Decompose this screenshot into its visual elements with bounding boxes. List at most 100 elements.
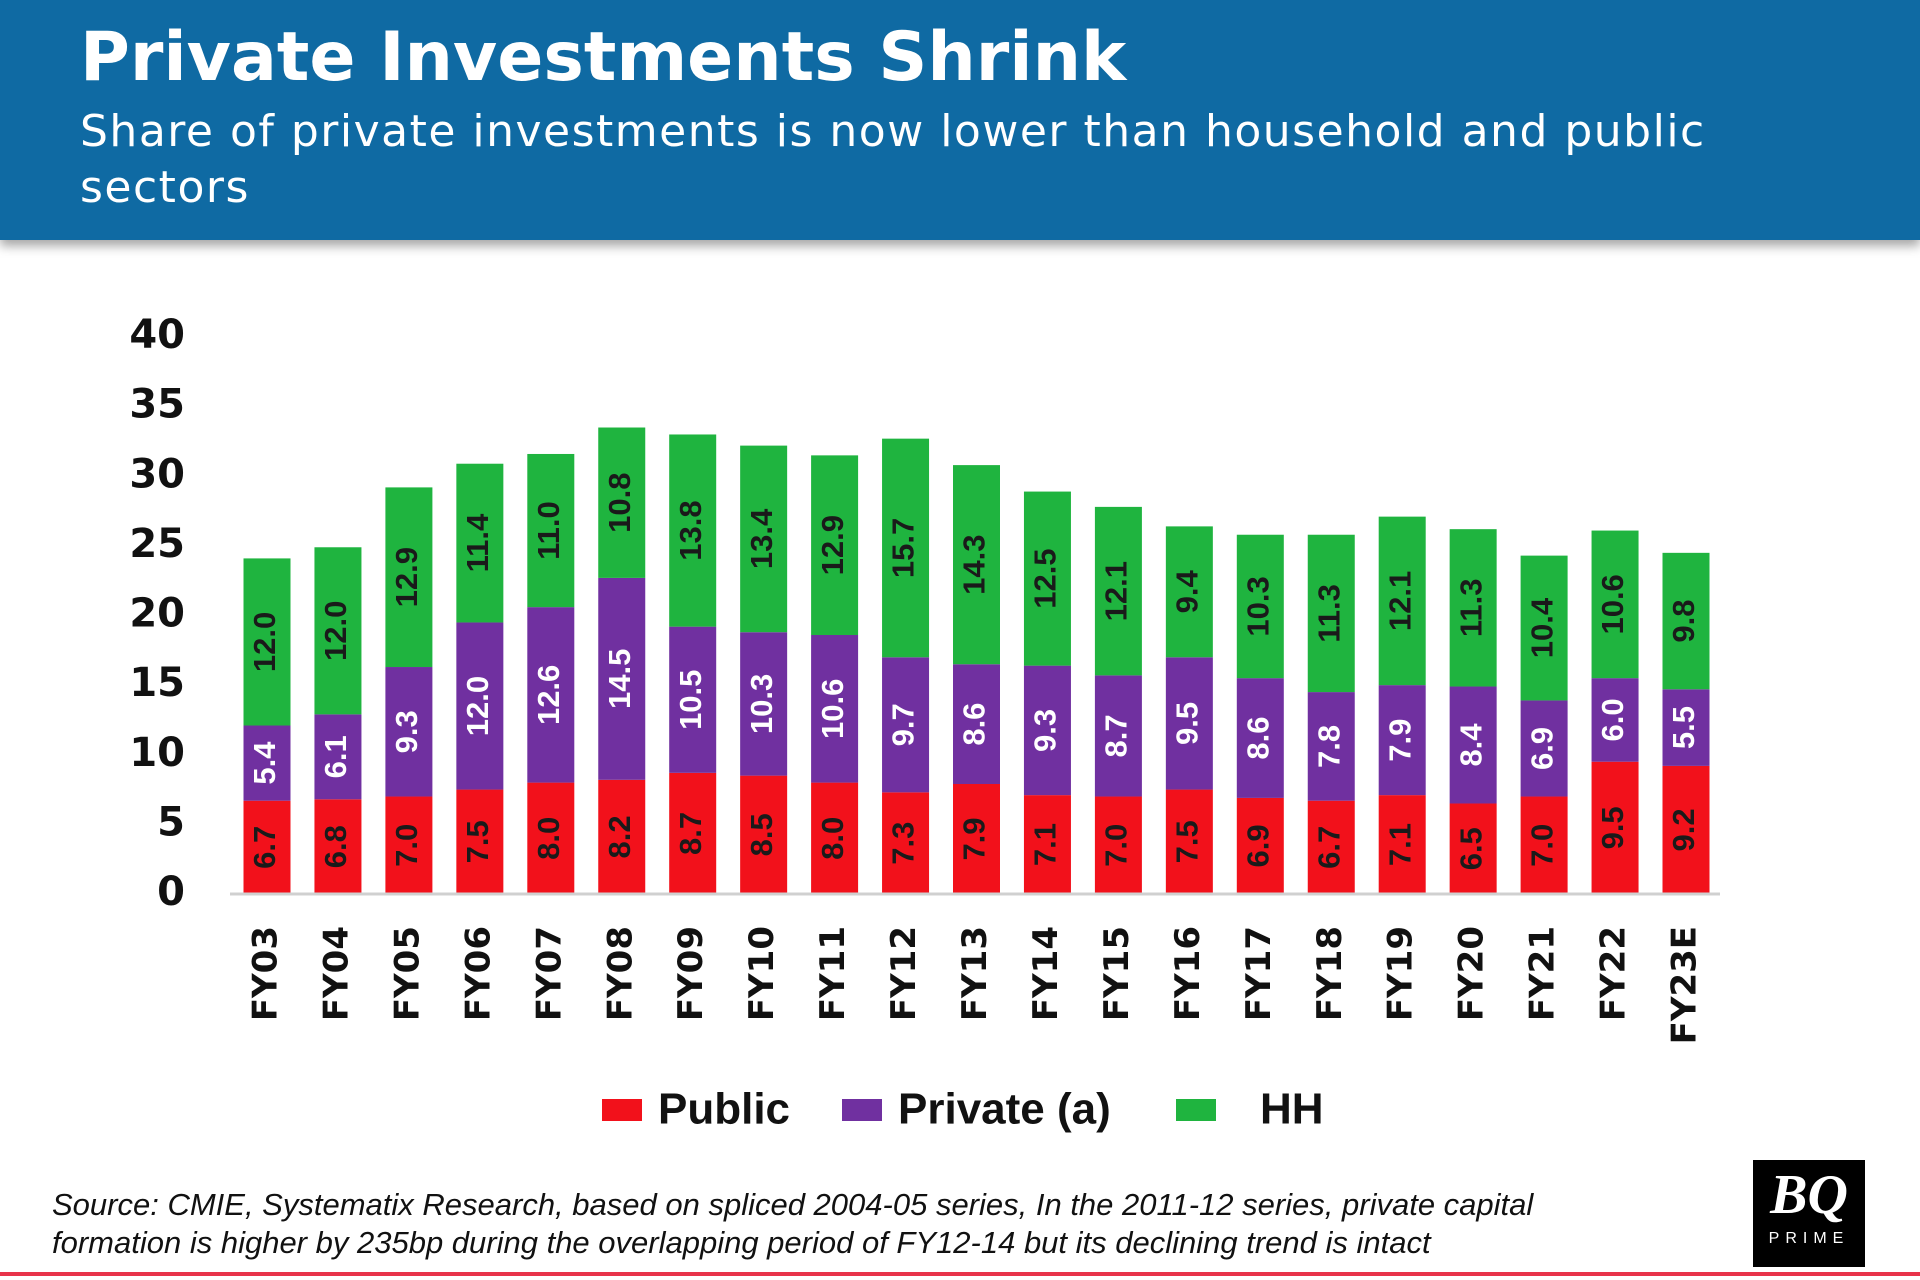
bar-segment (669, 626, 717, 773)
bar-segment (1449, 529, 1497, 687)
bar-segment (456, 622, 504, 790)
value-label: 14.5 (602, 649, 637, 709)
bar-segment (811, 782, 859, 894)
bar-segment (1520, 796, 1568, 894)
value-label: 10.3 (744, 674, 779, 734)
bar-segment (1662, 689, 1710, 766)
bar-segment (385, 487, 433, 668)
bar-segment (1591, 678, 1639, 762)
value-label: 10.8 (602, 473, 637, 533)
bar-segment (882, 792, 930, 894)
bar-segment (1662, 552, 1710, 690)
bar-segment (740, 632, 788, 776)
value-label: 13.4 (744, 508, 779, 569)
x-tick-label: FY21 (1523, 926, 1563, 1021)
bar-segment (1307, 800, 1355, 894)
x-tick-label: FY19 (1381, 926, 1421, 1021)
x-tick-label: FY07 (529, 926, 569, 1021)
bar-segment (456, 463, 504, 623)
legend-label: HH (1260, 1085, 1324, 1134)
bar-segment (1023, 665, 1071, 796)
bar-segment (314, 714, 362, 800)
bar-segment (1591, 761, 1639, 894)
bar-segment (953, 783, 1000, 894)
value-label: 7.5 (1170, 820, 1205, 863)
value-label: 7.9 (1382, 719, 1417, 762)
bar-segment (1094, 796, 1142, 894)
value-label: 12.1 (1382, 571, 1417, 631)
y-tick-label: 10 (129, 730, 185, 776)
chart: 0 5 10 15 20 25 30 35 40 6.7 5.4 12.0 FY03 6.8 6.1 12.0… (129, 312, 1720, 1134)
x-tick-label: FY17 (1239, 926, 1279, 1021)
value-label: 11.3 (1311, 584, 1346, 643)
chart-title: Private Investments Shrink (80, 18, 1127, 97)
value-label: 8.7 (1099, 714, 1134, 757)
value-label: 7.5 (460, 820, 495, 863)
x-tick-label: FY03 (246, 926, 286, 1021)
x-tick-label: FY04 (316, 926, 356, 1021)
value-label: 9.3 (389, 710, 424, 753)
value-label: 7.0 (389, 824, 424, 867)
bar-segment (882, 657, 930, 793)
legend-swatch (842, 1099, 882, 1121)
y-tick-label: 35 (129, 382, 185, 428)
value-label: 10.6 (815, 679, 850, 739)
bar-segment (527, 782, 575, 894)
value-label: 11.0 (531, 501, 566, 560)
logo-subtext: PRIME (1768, 1230, 1850, 1247)
bar-segment (1662, 765, 1710, 894)
value-label: 10.6 (1595, 574, 1630, 634)
bar-segment (1094, 506, 1142, 676)
bottom-rule (0, 1272, 1920, 1276)
value-label: 6.8 (318, 825, 353, 868)
value-label: 6.9 (1240, 824, 1275, 867)
value-label: 5.4 (247, 741, 282, 785)
value-label: 8.6 (957, 703, 992, 746)
bar-segment (1023, 491, 1071, 666)
value-label: 6.7 (1311, 826, 1346, 869)
value-label: 9.3 (1028, 709, 1063, 752)
value-label: 8.7 (673, 812, 708, 855)
y-tick-label: 15 (129, 660, 185, 706)
value-label: 11.4 (460, 513, 495, 572)
bar-segment (598, 577, 646, 780)
bar-segment (1378, 795, 1426, 894)
bar-segment (314, 799, 362, 894)
bar-segment (1094, 675, 1142, 797)
x-tick-label: FY20 (1452, 926, 1492, 1021)
value-label: 8.4 (1453, 723, 1488, 767)
value-label: 8.0 (531, 817, 566, 860)
value-label: 9.2 (1666, 808, 1701, 851)
x-tick-label: FY16 (1168, 926, 1208, 1021)
value-label: 8.6 (1240, 716, 1275, 759)
value-label: 13.8 (673, 500, 708, 560)
y-tick-label: 20 (129, 591, 185, 637)
y-tick-label: 40 (129, 312, 185, 358)
bar-segment (314, 547, 362, 715)
bar-segment (953, 664, 1000, 784)
y-tick-label: 25 (129, 521, 185, 567)
value-label: 9.5 (1170, 702, 1205, 745)
x-tick-label: FY13 (955, 926, 995, 1021)
bar-segment (456, 789, 504, 894)
value-label: 10.3 (1240, 576, 1275, 636)
bar-segment (1449, 803, 1497, 894)
value-label: 6.0 (1595, 698, 1630, 741)
bar-segment (1520, 700, 1568, 797)
x-tick-label: FY11 (813, 926, 853, 1021)
x-tick-label: FY10 (742, 926, 782, 1021)
bar-segment (740, 445, 788, 633)
value-label: 6.5 (1453, 827, 1488, 870)
legend-swatch (602, 1099, 642, 1121)
bar-segment (1307, 534, 1355, 693)
header: Private Investments Shrink Share of priv… (0, 0, 1920, 240)
value-label: 6.9 (1524, 727, 1559, 770)
value-label: 8.0 (815, 817, 850, 860)
y-tick-label: 0 (157, 869, 185, 915)
bar-segment (1165, 526, 1213, 658)
bar-segment (1023, 795, 1071, 894)
value-label: 10.4 (1524, 597, 1559, 658)
bar-segment (527, 607, 575, 783)
bar-segment (740, 775, 788, 894)
legend-swatch (1176, 1099, 1216, 1121)
